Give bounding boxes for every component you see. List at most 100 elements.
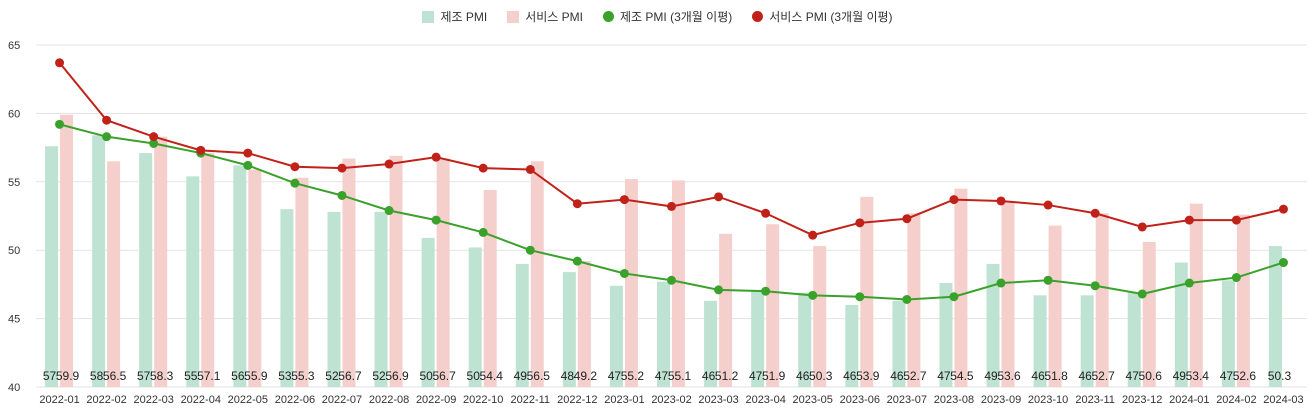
manufacturing-pmi-bar[interactable] [45, 146, 59, 387]
manufacturing-pmi-bar[interactable] [609, 285, 623, 387]
manufacturing-pmi-bar[interactable] [798, 292, 812, 387]
manufacturing-ma-point[interactable] [1137, 289, 1147, 299]
services-ma-point[interactable] [384, 159, 394, 169]
manufacturing-pmi-bar[interactable] [1268, 246, 1282, 387]
manufacturing-pmi-bar[interactable] [233, 165, 247, 387]
services-pmi-bar[interactable] [1236, 214, 1250, 387]
manufacturing-pmi-bar[interactable] [139, 153, 153, 387]
manufacturing-pmi-bar[interactable] [92, 135, 106, 387]
manufacturing-ma-point[interactable] [290, 178, 300, 188]
services-pmi-bar[interactable] [107, 161, 121, 387]
manufacturing-pmi-bar[interactable] [1080, 295, 1094, 387]
services-ma-point[interactable] [667, 201, 676, 211]
services-pmi-bar[interactable] [1189, 203, 1203, 387]
services-pmi-bar[interactable] [342, 158, 356, 387]
manufacturing-ma-point[interactable] [808, 290, 818, 300]
services-pmi-bar[interactable] [483, 190, 497, 387]
manufacturing-pmi-bar[interactable] [986, 263, 1000, 387]
manufacturing-ma-point[interactable] [667, 275, 676, 285]
manufacturing-pmi-bar[interactable] [939, 283, 953, 387]
services-pmi-bar[interactable] [954, 188, 968, 387]
services-ma-point[interactable] [196, 145, 206, 155]
manufacturing-ma-point[interactable] [525, 245, 535, 255]
manufacturing-ma-point[interactable] [714, 285, 724, 295]
manufacturing-ma-point[interactable] [102, 132, 112, 142]
legend-item-services-pmi[interactable]: 서비스 PMI [507, 8, 583, 25]
services-pmi-bar[interactable] [1048, 225, 1062, 387]
manufacturing-ma-point[interactable] [1278, 258, 1288, 268]
manufacturing-ma-point[interactable] [1043, 275, 1053, 285]
manufacturing-pmi-bar[interactable] [1033, 295, 1047, 387]
manufacturing-ma-point[interactable] [761, 286, 771, 296]
services-ma-point[interactable] [996, 196, 1006, 206]
services-ma-point[interactable] [1278, 204, 1288, 214]
services-ma-point[interactable] [1090, 208, 1100, 218]
services-ma-point[interactable] [808, 230, 818, 240]
manufacturing-pmi-bar[interactable] [280, 209, 294, 387]
services-ma-point[interactable] [55, 58, 65, 68]
services-pmi-bar[interactable] [766, 224, 780, 387]
manufacturing-ma-point[interactable] [1231, 273, 1241, 283]
services-ma-point[interactable] [1043, 200, 1053, 210]
services-pmi-bar[interactable] [389, 155, 403, 387]
services-ma-point[interactable] [619, 195, 629, 205]
manufacturing-ma-point[interactable] [55, 119, 65, 129]
services-ma-point[interactable] [1231, 215, 1241, 225]
manufacturing-pmi-bar[interactable] [751, 289, 765, 387]
manufacturing-ma-point[interactable] [855, 292, 865, 302]
services-ma-point[interactable] [902, 214, 912, 224]
services-ma-point[interactable] [525, 164, 535, 174]
services-ma-point[interactable] [102, 115, 112, 125]
services-pmi-bar[interactable] [907, 213, 921, 387]
services-ma-point[interactable] [478, 163, 488, 173]
services-pmi-bar[interactable] [672, 180, 685, 387]
services-ma-point[interactable] [1137, 222, 1147, 232]
services-pmi-bar[interactable] [201, 153, 215, 387]
services-ma-point[interactable] [949, 195, 959, 205]
manufacturing-ma-point[interactable] [478, 227, 488, 237]
manufacturing-pmi-bar[interactable] [1127, 292, 1141, 387]
services-ma-point[interactable] [572, 199, 582, 209]
services-pmi-bar[interactable] [530, 161, 544, 387]
manufacturing-pmi-bar[interactable] [704, 300, 718, 387]
services-pmi-bar[interactable] [436, 158, 450, 387]
services-ma-point[interactable] [761, 208, 771, 218]
manufacturing-pmi-bar[interactable] [468, 247, 482, 387]
manufacturing-ma-point[interactable] [619, 268, 629, 278]
services-pmi-bar[interactable] [248, 169, 262, 387]
manufacturing-ma-point[interactable] [431, 215, 441, 225]
services-pmi-bar[interactable] [624, 179, 638, 387]
services-pmi-bar[interactable] [295, 177, 309, 387]
services-pmi-bar[interactable] [577, 261, 591, 387]
services-pmi-bar[interactable] [1095, 213, 1109, 387]
manufacturing-ma-point[interactable] [996, 278, 1006, 288]
manufacturing-ma-point[interactable] [337, 190, 347, 200]
legend-item-manufacturing-ma[interactable]: 제조 PMI (3개월 이평) [603, 8, 732, 25]
services-pmi-bar[interactable] [60, 114, 74, 387]
manufacturing-ma-point[interactable] [149, 138, 159, 148]
services-ma-point[interactable] [290, 162, 300, 172]
services-ma-point[interactable] [855, 218, 865, 228]
manufacturing-ma-point[interactable] [243, 160, 253, 170]
services-pmi-bar[interactable] [860, 196, 874, 387]
manufacturing-ma-point[interactable] [1184, 278, 1194, 288]
manufacturing-ma-point[interactable] [1090, 281, 1100, 291]
services-ma-point[interactable] [431, 152, 441, 162]
manufacturing-pmi-bar[interactable] [657, 281, 670, 387]
manufacturing-ma-point[interactable] [902, 294, 912, 304]
manufacturing-pmi-bar[interactable] [374, 211, 388, 387]
services-ma-point[interactable] [714, 192, 724, 202]
services-pmi-bar[interactable] [1142, 241, 1156, 387]
manufacturing-pmi-bar[interactable] [421, 237, 435, 387]
manufacturing-pmi-bar[interactable] [327, 211, 341, 387]
services-pmi-bar[interactable] [154, 136, 168, 387]
manufacturing-pmi-bar[interactable] [1174, 262, 1188, 387]
manufacturing-ma-point[interactable] [384, 206, 394, 216]
services-ma-point[interactable] [1184, 215, 1194, 225]
manufacturing-ma-point[interactable] [949, 292, 959, 302]
manufacturing-pmi-bar[interactable] [515, 263, 529, 387]
services-ma-point[interactable] [243, 148, 253, 158]
services-pmi-bar[interactable] [1001, 200, 1015, 387]
services-pmi-bar[interactable] [719, 233, 733, 387]
manufacturing-pmi-bar[interactable] [186, 176, 200, 387]
